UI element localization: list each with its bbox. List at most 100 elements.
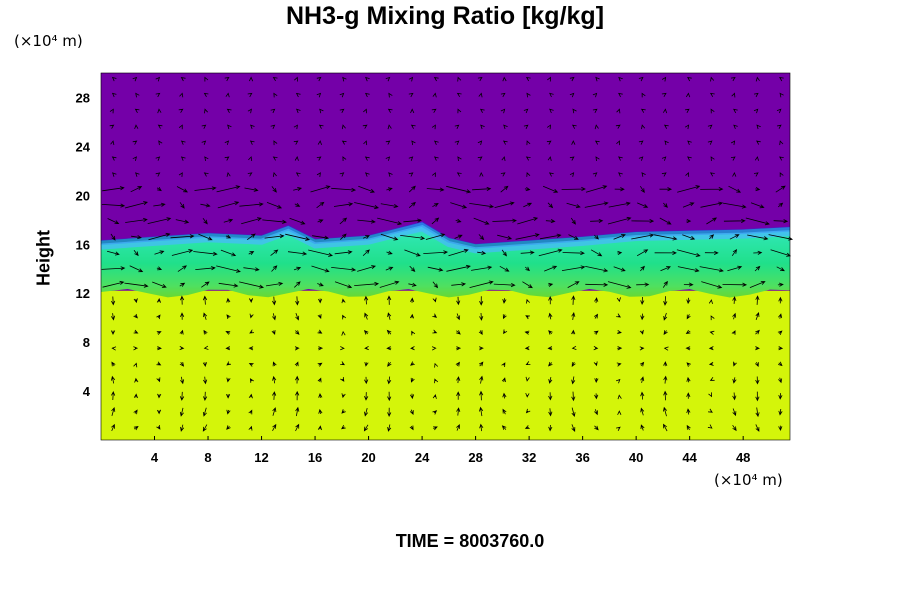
wind-vector (224, 156, 230, 161)
wind-vector (479, 390, 484, 401)
wind-vector (500, 172, 506, 177)
wind-vector (387, 361, 392, 367)
wind-vector (755, 391, 760, 402)
wind-vector (248, 156, 253, 162)
wind-vector (654, 234, 678, 241)
wind-vector (525, 76, 531, 82)
wind-vector (709, 330, 715, 335)
wind-vector (180, 376, 185, 385)
wind-vector (362, 249, 370, 256)
wind-vector (778, 408, 783, 416)
wind-vector (354, 281, 380, 287)
wind-vector (617, 410, 622, 415)
wind-vector (272, 76, 278, 82)
wind-vector (663, 330, 668, 335)
wind-vector (296, 108, 301, 114)
wind-vector (640, 424, 645, 431)
wind-vector (502, 298, 507, 304)
wind-vector (364, 376, 369, 385)
wind-vector (434, 362, 439, 368)
wind-vector (342, 156, 347, 162)
wind-vector (170, 234, 195, 239)
wind-vector (663, 312, 668, 321)
wind-vector (755, 329, 760, 335)
wind-vector (732, 408, 737, 417)
wind-vector (272, 375, 277, 384)
wind-vector (409, 313, 415, 319)
wind-vector (456, 296, 461, 306)
wind-vector (158, 140, 163, 146)
wind-vector (224, 140, 230, 146)
wind-vector (334, 250, 353, 255)
wind-vector (294, 281, 301, 288)
wind-vector (272, 171, 277, 177)
wind-vector (202, 362, 207, 368)
wind-vector (379, 280, 400, 288)
wind-vector (342, 314, 347, 320)
wind-vector (664, 140, 669, 146)
wind-vector (409, 265, 416, 272)
wind-vector (526, 140, 531, 146)
wind-vector (709, 377, 715, 381)
wind-vector (433, 140, 439, 145)
wind-vector (408, 185, 416, 193)
wind-vector (432, 297, 437, 303)
wind-vector (102, 186, 125, 192)
x-tick-label: 36 (575, 450, 589, 465)
wind-vector (523, 202, 533, 208)
wind-vector (478, 92, 483, 98)
wind-vector (408, 172, 414, 177)
wind-vector (270, 108, 276, 114)
wind-vector (663, 423, 668, 432)
wind-vector (111, 296, 116, 306)
wind-vector (777, 361, 783, 367)
wind-vector (451, 282, 467, 287)
wind-vector (339, 217, 348, 225)
wind-vector (226, 297, 231, 303)
wind-vector (686, 408, 691, 415)
wind-vector (319, 108, 324, 114)
wind-vector (479, 346, 484, 351)
wind-vector (403, 218, 422, 223)
wind-vector (525, 156, 531, 161)
wind-vector (295, 172, 301, 177)
wind-vector (469, 203, 495, 209)
wind-vector (549, 108, 554, 114)
wind-vector (570, 217, 576, 225)
wind-vector (248, 76, 254, 82)
wind-vector (686, 376, 691, 383)
wind-vector (685, 92, 691, 98)
wind-vector (477, 76, 483, 82)
wind-vector (295, 92, 301, 98)
wind-vector (686, 218, 692, 224)
wind-vector (202, 424, 208, 432)
wind-vector (317, 377, 322, 383)
y-tick-label: 28 (76, 90, 90, 105)
wind-vector (732, 392, 737, 401)
wind-vector (432, 329, 438, 334)
wind-vector (585, 266, 609, 273)
wind-vector (663, 202, 668, 208)
wind-vector (686, 424, 691, 431)
wind-vector (410, 377, 415, 383)
wind-vector (524, 266, 530, 272)
wind-vector (617, 394, 622, 400)
wind-vector (727, 265, 743, 272)
wind-vector (477, 140, 483, 146)
wind-vector (594, 377, 599, 384)
wind-vector (755, 295, 760, 305)
wind-vector (156, 331, 162, 335)
wind-vector (677, 266, 700, 273)
wind-vector (682, 234, 696, 240)
wind-vector (778, 377, 783, 384)
wind-vector (524, 346, 530, 351)
interface-glow (100, 224, 791, 254)
wind-vector (147, 217, 172, 224)
wind-vector (454, 124, 460, 129)
wind-vector (616, 313, 621, 318)
wind-vector (710, 156, 715, 162)
wind-vector (387, 376, 392, 385)
wind-vector (638, 156, 644, 161)
wind-vector (226, 171, 231, 177)
wind-vector (687, 140, 692, 145)
